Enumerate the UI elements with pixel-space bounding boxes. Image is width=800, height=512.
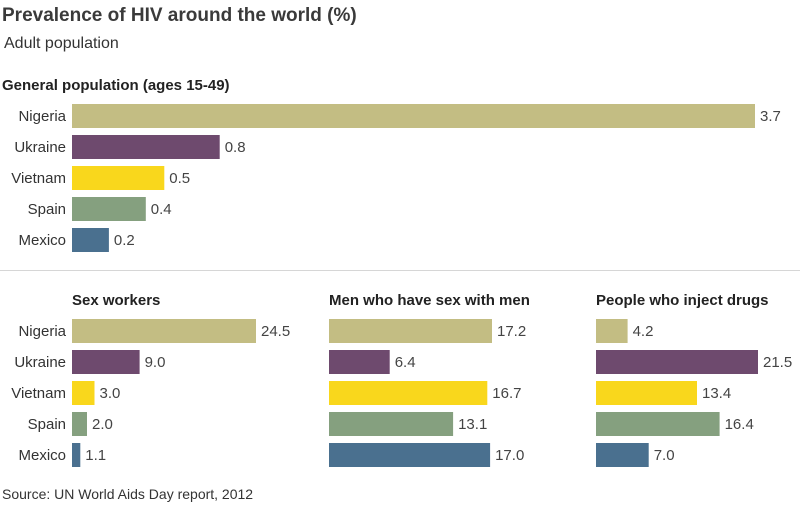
sex-workers-title: Sex workers [72, 292, 161, 309]
general-label-nigeria: Nigeria [18, 108, 66, 125]
sex-workers-bar-ukraine [72, 350, 140, 374]
sex-workers-value-mexico: 1.1 [85, 447, 106, 464]
injecting-drugs-bar-vietnam [596, 381, 697, 405]
msm-bar-nigeria [329, 319, 492, 343]
section-divider [0, 270, 800, 271]
msm-value-nigeria: 17.2 [497, 323, 526, 340]
general-label-mexico: Mexico [18, 232, 66, 249]
msm-value-ukraine: 6.4 [395, 354, 416, 371]
sex-workers-bar-mexico [72, 443, 81, 467]
general-value-ukraine: 0.8 [225, 139, 246, 156]
injecting-drugs-title: People who inject drugs [596, 292, 769, 309]
general-bar-nigeria [72, 104, 755, 128]
injecting-drugs-value-ukraine: 21.5 [763, 354, 792, 371]
chart-title: Prevalence of HIV around the world (%) [2, 5, 357, 26]
general-value-mexico: 0.2 [114, 232, 135, 249]
msm-bar-vietnam [329, 381, 488, 405]
chart-subtitle: Adult population [4, 35, 119, 52]
msm-value-mexico: 17.0 [495, 447, 524, 464]
general-bar-vietnam [72, 166, 165, 190]
general-value-nigeria: 3.7 [760, 108, 781, 125]
injecting-drugs-bar-mexico [596, 443, 649, 467]
sex-workers-label-spain: Spain [28, 416, 66, 433]
sex-workers-value-nigeria: 24.5 [261, 323, 290, 340]
general-population-title: General population (ages 15-49) [2, 77, 230, 94]
sex-workers-label-ukraine: Ukraine [14, 354, 66, 371]
sex-workers-value-ukraine: 9.0 [145, 354, 166, 371]
general-label-vietnam: Vietnam [11, 170, 66, 187]
general-label-ukraine: Ukraine [14, 139, 66, 156]
general-bar-ukraine [72, 135, 220, 159]
sex-workers-bar-spain [72, 412, 87, 436]
general-value-spain: 0.4 [151, 201, 172, 218]
injecting-drugs-value-mexico: 7.0 [654, 447, 675, 464]
msm-value-spain: 13.1 [458, 416, 487, 433]
general-label-spain: Spain [28, 201, 66, 218]
injecting-drugs-value-vietnam: 13.4 [702, 385, 731, 402]
msm-bar-mexico [329, 443, 491, 467]
injecting-drugs-bar-nigeria [596, 319, 628, 343]
injecting-drugs-value-spain: 16.4 [725, 416, 754, 433]
sex-workers-label-vietnam: Vietnam [11, 385, 66, 402]
msm-title: Men who have sex with men [329, 292, 530, 309]
sex-workers-label-nigeria: Nigeria [18, 323, 66, 340]
msm-bar-spain [329, 412, 454, 436]
general-bar-spain [72, 197, 146, 221]
msm-value-vietnam: 16.7 [492, 385, 521, 402]
msm-bar-ukraine [329, 350, 390, 374]
source-note: Source: UN World Aids Day report, 2012 [2, 486, 254, 502]
injecting-drugs-bar-ukraine [596, 350, 758, 374]
sex-workers-bar-vietnam [72, 381, 95, 405]
general-value-vietnam: 0.5 [169, 170, 190, 187]
injecting-drugs-bar-spain [596, 412, 720, 436]
sex-workers-bar-nigeria [72, 319, 256, 343]
injecting-drugs-value-nigeria: 4.2 [633, 323, 654, 340]
general-bar-mexico [72, 228, 109, 252]
sex-workers-value-vietnam: 3.0 [100, 385, 121, 402]
sex-workers-label-mexico: Mexico [18, 447, 66, 464]
sex-workers-value-spain: 2.0 [92, 416, 113, 433]
